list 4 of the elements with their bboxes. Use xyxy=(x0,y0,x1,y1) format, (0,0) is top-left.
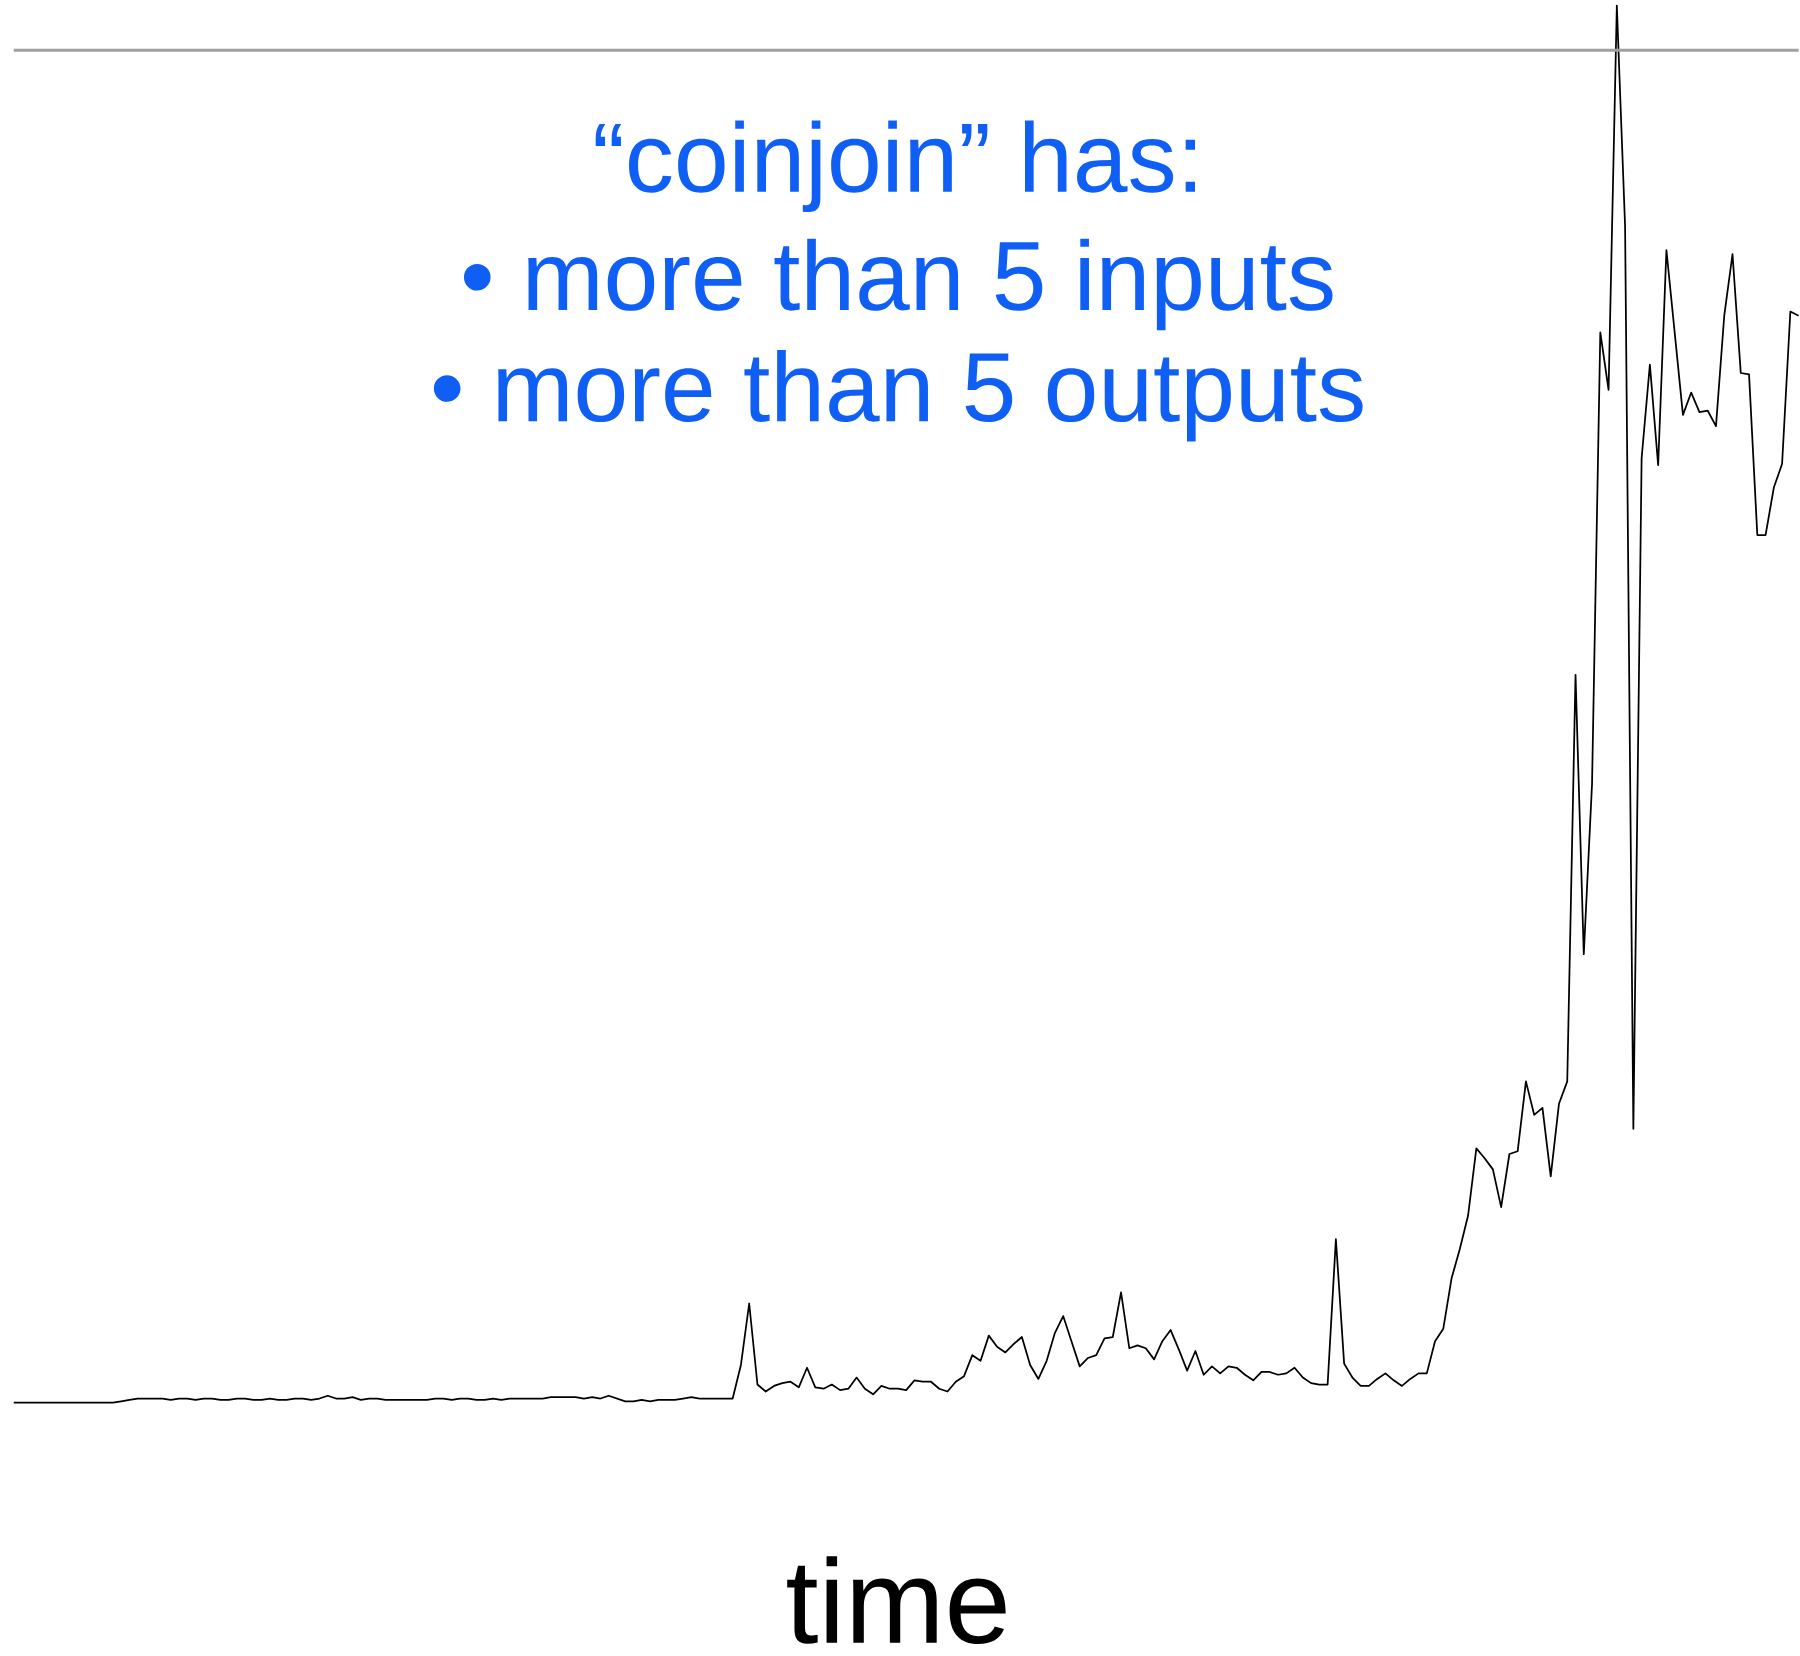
annotation: “coinjoin” has: xyxy=(595,120,1196,213)
annotation: • more than 5 outputs xyxy=(433,350,1363,442)
x-axis-title: time xyxy=(787,1556,1006,1645)
annotation: • more than 5 inputs xyxy=(463,238,1333,331)
